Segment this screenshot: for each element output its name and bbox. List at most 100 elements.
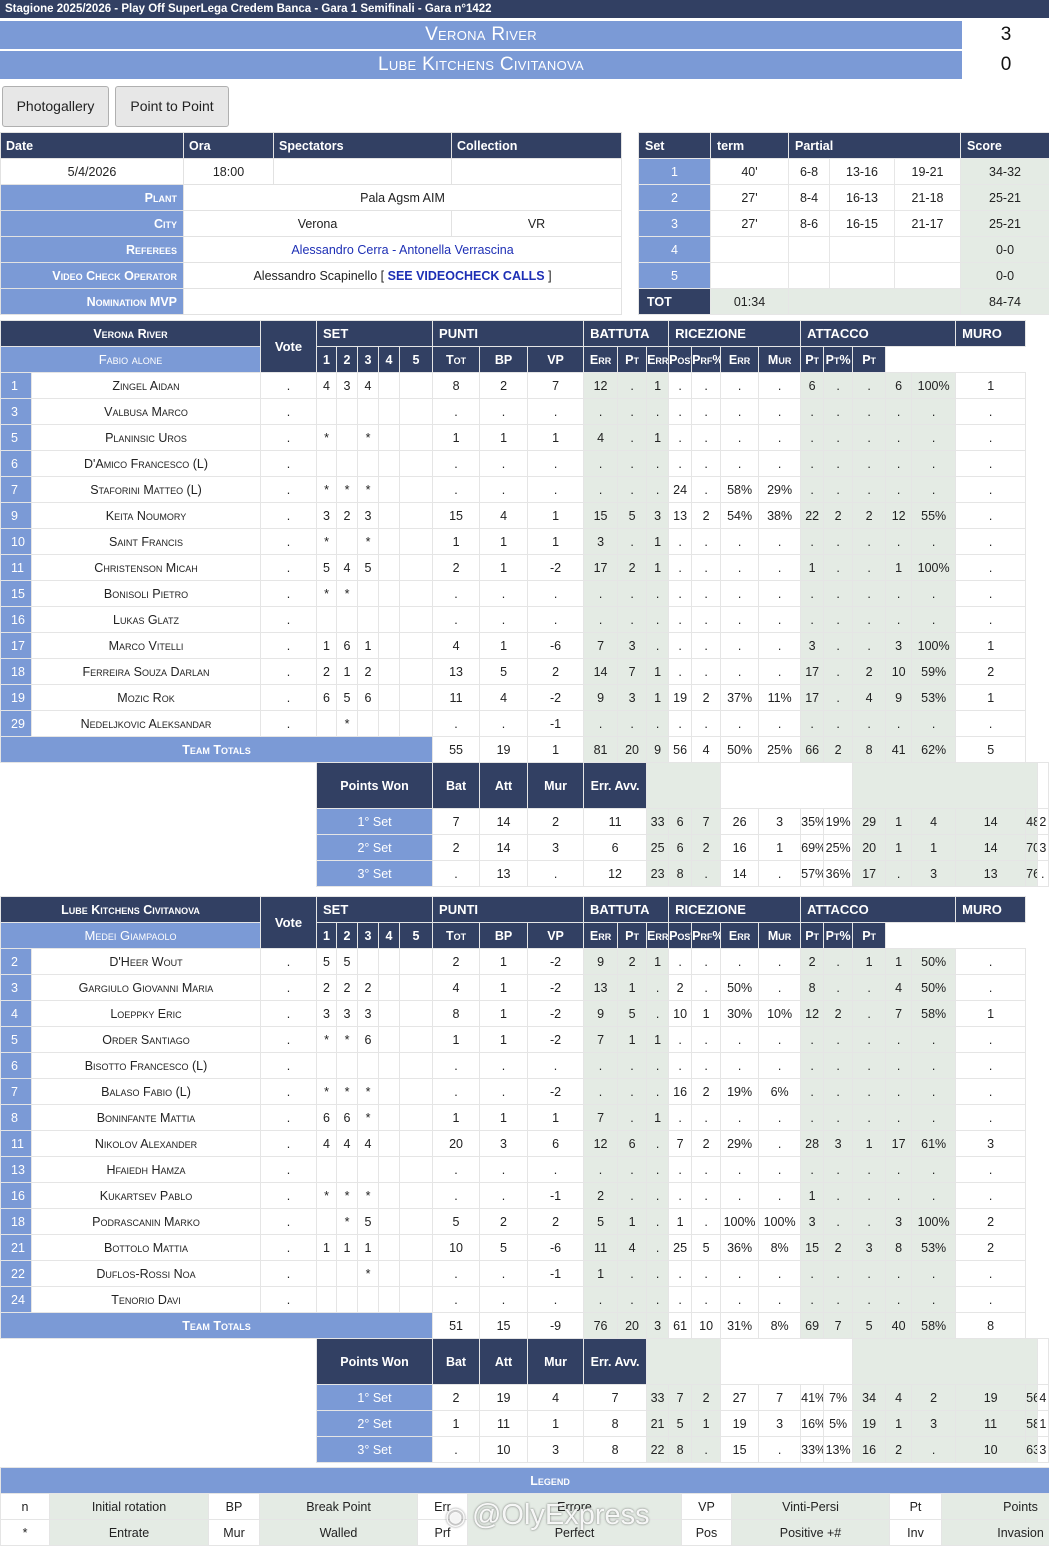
stat-tot: 4 — [433, 975, 480, 1001]
stat-bp: . — [480, 1053, 528, 1079]
stat-apct: . — [912, 1287, 956, 1313]
column-header-2: 3 — [358, 347, 379, 373]
set-rotation-3: 4 — [358, 1131, 379, 1157]
pw-mur: 3 — [528, 1437, 584, 1463]
stat-tot: 1 — [433, 1105, 480, 1131]
player-name: Christenson Micah — [32, 555, 261, 581]
legend-key: Inv — [890, 1520, 942, 1546]
stat-bat: 5 — [584, 1209, 618, 1235]
player-name: Duflos-Rossi Noa — [32, 1261, 261, 1287]
stat-vp: -1 — [528, 711, 584, 737]
stat-berr: 4 — [618, 1235, 647, 1261]
stat-bat: 7 — [584, 633, 618, 659]
set-rotation-1: * — [317, 529, 337, 555]
stat-berr: 5 — [618, 503, 647, 529]
set-rotation-2: * — [337, 581, 358, 607]
stat-rerr: . — [692, 451, 721, 477]
point-to-point-button[interactable]: Point to Point — [115, 86, 229, 127]
set-rotation-1: * — [317, 581, 337, 607]
term-header: term — [711, 133, 789, 159]
legend-value: Errore — [468, 1494, 682, 1520]
set-stat-berr: 5 — [669, 1411, 692, 1437]
stat-bp: . — [480, 399, 528, 425]
set-rotation-5 — [400, 373, 433, 399]
set-stat-btot: 33 — [647, 809, 669, 835]
set-rotation-2: * — [337, 711, 358, 737]
stat-vp: -2 — [528, 1027, 584, 1053]
set-rotation-1: 6 — [317, 1105, 337, 1131]
video-bracket-open: [ — [381, 269, 384, 283]
set-rotation-4 — [379, 503, 400, 529]
stat-rerr: . — [692, 1157, 721, 1183]
set-partial-1: 8-4 — [789, 185, 830, 211]
stat-atot: . — [801, 425, 824, 451]
player-number: 11 — [1, 1131, 32, 1157]
stat-rpos: . — [721, 633, 759, 659]
photogallery-button[interactable]: Photogallery — [2, 86, 109, 127]
stat-bp: . — [480, 711, 528, 737]
spacer — [1, 835, 317, 861]
stat-berr: . — [618, 1183, 647, 1209]
stat-tot: 13 — [433, 659, 480, 685]
set-rotation-2: 2 — [337, 503, 358, 529]
set-stat-rprf: 25% — [824, 835, 853, 861]
stat-bat: 15 — [584, 503, 618, 529]
stat-tot: 1 — [433, 425, 480, 451]
legend-key: VP — [682, 1494, 732, 1520]
player-vote: . — [261, 1235, 317, 1261]
stat-apct: . — [912, 1079, 956, 1105]
set-stat-bpt: 2 — [692, 1385, 721, 1411]
stat-bpt: . — [647, 1261, 669, 1287]
stat-rtot: . — [669, 1105, 692, 1131]
stat-apct: 61% — [912, 1131, 956, 1157]
set-rotation-1 — [317, 607, 337, 633]
stat-atot: . — [801, 451, 824, 477]
total-rpos: 31% — [721, 1313, 759, 1339]
points-won-header: Points Won — [317, 763, 433, 809]
set-stat-berr: 8 — [669, 1437, 692, 1463]
stat-muro: 2 — [956, 659, 1026, 685]
stat-rerr: 2 — [692, 1131, 721, 1157]
stat-bp: 2 — [480, 373, 528, 399]
referees-link[interactable]: Alessandro Cerra - Antonella Verrascina — [184, 237, 622, 263]
set-rotation-2 — [337, 1261, 358, 1287]
set-partial-1: 8-6 — [789, 211, 830, 237]
set-rotation-1: 5 — [317, 555, 337, 581]
stat-rerr: . — [692, 581, 721, 607]
player-number: 4 — [1, 1001, 32, 1027]
total-apct: 58% — [912, 1313, 956, 1339]
sets-total-row: TOT 01:34 84-74 — [639, 289, 1049, 315]
stat-apt: 3 — [886, 1209, 912, 1235]
stat-vp: . — [528, 451, 584, 477]
stat-bpt: 3 — [647, 503, 669, 529]
set-rotation-1: * — [317, 1079, 337, 1105]
stat-rprf: . — [759, 373, 801, 399]
stat-bp: . — [480, 477, 528, 503]
legend-title: Legend — [1, 1468, 1049, 1494]
see-videocheck-calls-link[interactable]: SEE VIDEOCHECK CALLS — [388, 269, 545, 283]
player-name: Mozic Rok — [32, 685, 261, 711]
player-vote: . — [261, 1287, 317, 1313]
stat-tot: 4 — [433, 633, 480, 659]
stat-vp: . — [528, 581, 584, 607]
set-rotation-3: * — [358, 477, 379, 503]
stat-bp: . — [480, 581, 528, 607]
player-vote: . — [261, 477, 317, 503]
stat-bpt: . — [647, 1157, 669, 1183]
set-stat-atot: 17 — [853, 861, 886, 887]
column-header-10: Err — [647, 923, 669, 949]
set-rotation-1: 1 — [317, 1235, 337, 1261]
player-number: 15 — [1, 581, 32, 607]
stat-rpos: 58% — [721, 477, 759, 503]
set-rotation-4 — [379, 425, 400, 451]
pw-mur: 4 — [528, 1385, 584, 1411]
set-rotation-4 — [379, 659, 400, 685]
set-rotation-4 — [379, 1235, 400, 1261]
stat-apt: . — [886, 1105, 912, 1131]
video-check-cell: Alessandro Scapinello [ SEE VIDEOCHECK C… — [184, 263, 622, 289]
stat-berr: 1 — [618, 975, 647, 1001]
player-number: 1 — [1, 373, 32, 399]
